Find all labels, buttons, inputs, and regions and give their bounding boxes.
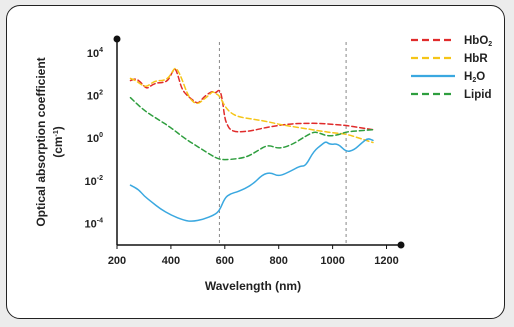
legend: HbO2 HbR H2O Lipid — [411, 35, 492, 101]
legend-label: H2O — [464, 71, 485, 84]
chart-card — [6, 5, 505, 319]
y-tick-label: 100 — [87, 132, 103, 145]
legend-label: HbR — [464, 53, 488, 65]
x-tick-label: 400 — [162, 255, 180, 267]
x-tick-label: 200 — [108, 255, 126, 267]
series-line-lipid — [129, 96, 374, 161]
series-line-h2o — [129, 138, 374, 222]
y-axis-label: Optical absorption coefficient — [34, 57, 48, 226]
x-axis-endpoint — [397, 241, 405, 249]
y-tick-label: 10-2 — [85, 175, 104, 188]
y-axis-unit: (cm-1) — [51, 126, 65, 158]
y-tick-label: 10-4 — [85, 218, 104, 231]
series-line-hbr — [129, 67, 374, 144]
x-tick-label: 600 — [216, 255, 234, 267]
y-tick-label: 102 — [87, 90, 103, 103]
x-axis-label: Wavelength (nm) — [205, 279, 301, 293]
x-tick-label: 800 — [270, 255, 288, 267]
legend-label: Lipid — [464, 89, 491, 101]
series-line-hbo2 — [129, 68, 374, 133]
y-axis-endpoint — [113, 35, 121, 43]
x-tick-label: 1200 — [374, 255, 398, 267]
legend-label: HbO2 — [464, 35, 492, 48]
x-tick-label: 1000 — [320, 255, 344, 267]
y-tick-label: 104 — [87, 47, 103, 60]
